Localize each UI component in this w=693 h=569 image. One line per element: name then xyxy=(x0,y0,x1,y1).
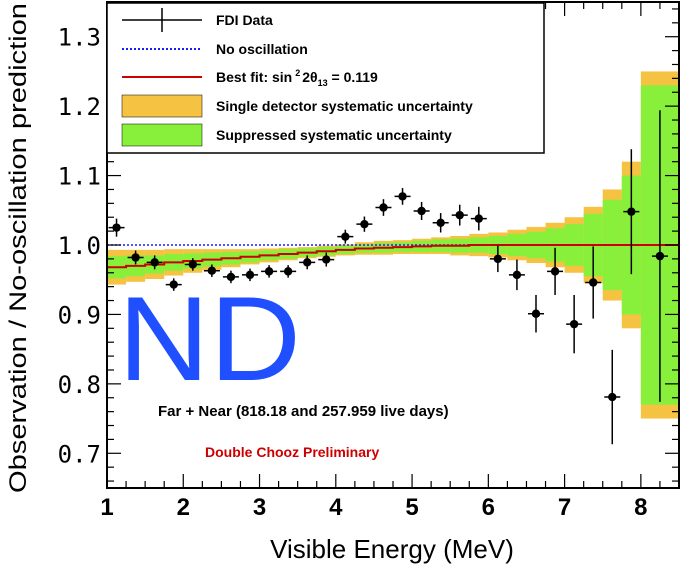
data-point xyxy=(655,251,665,261)
legend-item-data: FDI Data xyxy=(122,8,273,32)
y-tick-label: 0.8 xyxy=(58,371,101,399)
legend-single-swatch xyxy=(121,94,203,118)
data-point xyxy=(322,255,331,264)
x-tick-label: 4 xyxy=(329,494,343,521)
y-axis-label: Observation / No-oscillation prediction xyxy=(5,3,32,493)
data-point xyxy=(608,392,617,402)
y-tick-labels: 0.7 0.8 0.9 1.0 1.1 1.2 1.3 xyxy=(58,24,101,469)
data-point xyxy=(283,267,293,276)
y-tick-label: 1.1 xyxy=(58,163,101,191)
x-tick-label: 7 xyxy=(558,494,571,521)
x-tick-label: 2 xyxy=(177,494,190,521)
data-point xyxy=(569,319,579,329)
legend-label-suppressed: Suppressed systematic uncertainty xyxy=(216,127,452,143)
x-tick-label: 8 xyxy=(634,494,647,521)
data-point xyxy=(150,258,159,267)
y-tick-label: 1.3 xyxy=(58,24,101,52)
data-point xyxy=(550,267,560,276)
data-point xyxy=(207,266,217,275)
data-point xyxy=(512,270,522,280)
data-point xyxy=(398,192,407,201)
y-tick-label: 1.0 xyxy=(58,232,101,260)
data-point xyxy=(245,270,255,280)
x-tick-label: 5 xyxy=(405,494,418,521)
data-point xyxy=(379,203,388,212)
data-point xyxy=(436,218,445,227)
data-point xyxy=(531,309,541,318)
data-point xyxy=(226,272,236,282)
x-tick-labels: 1 2 3 4 5 6 7 8 xyxy=(100,494,647,521)
live-days-annotation: Far + Near (818.18 and 257.959 live days… xyxy=(158,403,449,420)
nd-overlay-label: ND xyxy=(118,272,301,406)
data-point xyxy=(131,253,140,262)
x-tick-label: 6 xyxy=(482,494,495,521)
legend-bestfit-suffix: = 0.119 xyxy=(328,69,378,85)
data-point xyxy=(627,207,636,216)
y-tick-label: 1.2 xyxy=(58,93,101,121)
data-point xyxy=(474,214,483,223)
x-axis-label: Visible Energy (MeV) xyxy=(270,534,514,564)
y-tick-label: 0.7 xyxy=(58,440,101,468)
legend-label-noosc: No oscillation xyxy=(216,41,308,57)
data-point xyxy=(455,210,464,220)
legend-label-bestfit: Best fit: sin 2 2θ13 = 0.119 xyxy=(216,68,378,88)
legend-bestfit-prefix: Best fit: sin xyxy=(216,69,292,85)
legend: FDI Data No oscillation Best fit: sin 2 2θ… xyxy=(106,2,545,154)
legend-bestfit-mid: 2θ xyxy=(302,69,317,85)
data-point xyxy=(112,223,121,232)
data-points xyxy=(108,110,668,445)
data-point xyxy=(341,232,350,241)
legend-item-noosc: No oscillation xyxy=(122,41,308,57)
data-point xyxy=(188,260,197,269)
data-point xyxy=(589,278,598,287)
legend-label-single: Single detector systematic uncertainty xyxy=(216,98,473,114)
data-point xyxy=(169,280,178,289)
x-tick-label: 1 xyxy=(100,494,113,521)
data-point xyxy=(303,258,312,267)
data-point xyxy=(417,206,426,216)
y-tick-label: 0.9 xyxy=(58,301,101,329)
legend-suppressed-swatch xyxy=(121,123,203,147)
data-point xyxy=(360,219,369,229)
legend-item-suppressed: Suppressed systematic uncertainty xyxy=(121,123,452,147)
x-tick-label: 3 xyxy=(253,494,266,521)
legend-bestfit-sup: 2 xyxy=(295,68,300,78)
legend-item-single: Single detector systematic uncertainty xyxy=(121,94,473,118)
legend-label-data: FDI Data xyxy=(216,12,273,28)
preliminary-annotation: Double Chooz Preliminary xyxy=(205,444,379,460)
legend-item-bestfit: Best fit: sin 2 2θ13 = 0.119 xyxy=(122,68,378,88)
data-point xyxy=(264,267,274,276)
best-fit-line xyxy=(107,244,679,269)
legend-bestfit-sub: 13 xyxy=(318,78,328,88)
data-point xyxy=(493,254,503,264)
